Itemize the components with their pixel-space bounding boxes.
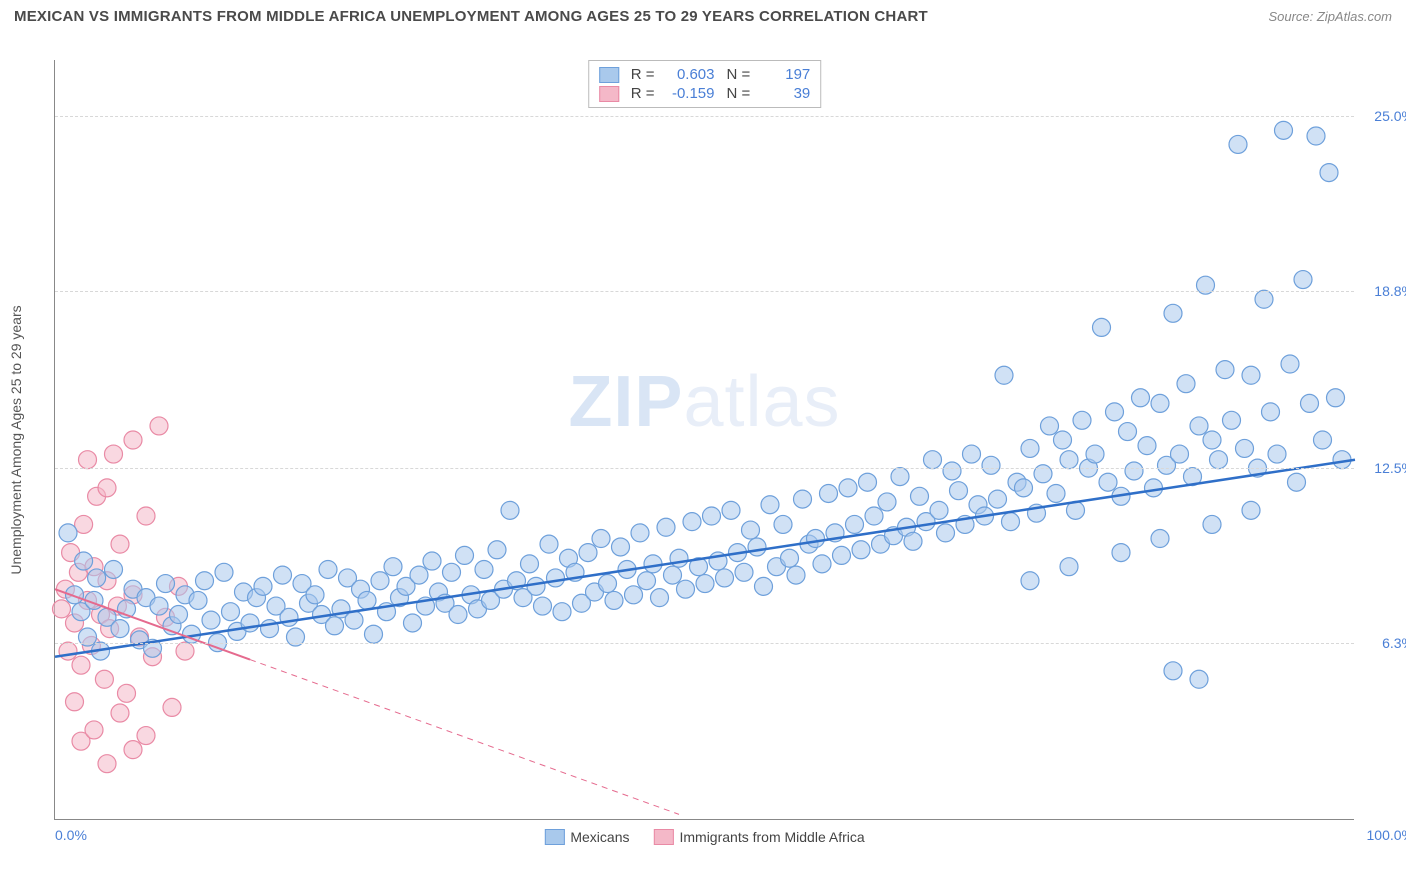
chart-title: MEXICAN VS IMMIGRANTS FROM MIDDLE AFRICA… bbox=[14, 8, 928, 25]
n-value-1: 39 bbox=[758, 85, 810, 102]
chart-header: MEXICAN VS IMMIGRANTS FROM MIDDLE AFRICA… bbox=[0, 0, 1406, 31]
gridline bbox=[55, 291, 1354, 292]
n-label-1: N = bbox=[727, 85, 751, 102]
y-tick-label: 18.8% bbox=[1374, 283, 1406, 299]
r-value-1: -0.159 bbox=[663, 85, 715, 102]
chart-source: Source: ZipAtlas.com bbox=[1268, 9, 1392, 24]
correlation-legend: R = 0.603 N = 197 R = -0.159 N = 39 bbox=[588, 60, 822, 108]
legend-swatch-0 bbox=[544, 829, 564, 845]
gridline bbox=[55, 643, 1354, 644]
r-label-0: R = bbox=[631, 66, 655, 83]
swatch-series-1 bbox=[599, 86, 619, 102]
legend-label-0: Mexicans bbox=[570, 829, 629, 845]
legend-item-series-0: Mexicans bbox=[544, 829, 629, 845]
legend-row-series-0: R = 0.603 N = 197 bbox=[599, 65, 811, 84]
legend-label-1: Immigrants from Middle Africa bbox=[679, 829, 864, 845]
plot-svg bbox=[55, 60, 1354, 819]
legend-swatch-1 bbox=[653, 829, 673, 845]
x-tick-max: 100.0% bbox=[1367, 827, 1406, 843]
r-label-1: R = bbox=[631, 85, 655, 102]
y-tick-label: 12.5% bbox=[1374, 460, 1406, 476]
y-tick-label: 25.0% bbox=[1374, 108, 1406, 124]
y-axis-label: Unemployment Among Ages 25 to 29 years bbox=[8, 305, 24, 574]
swatch-series-0 bbox=[599, 67, 619, 83]
gridline bbox=[55, 468, 1354, 469]
chart-area: Unemployment Among Ages 25 to 29 years Z… bbox=[34, 40, 1384, 840]
legend-item-series-1: Immigrants from Middle Africa bbox=[653, 829, 864, 845]
n-value-0: 197 bbox=[758, 66, 810, 83]
y-tick-label: 6.3% bbox=[1382, 635, 1406, 651]
gridline bbox=[55, 116, 1354, 117]
x-tick-min: 0.0% bbox=[55, 827, 87, 843]
legend-row-series-1: R = -0.159 N = 39 bbox=[599, 84, 811, 103]
n-label-0: N = bbox=[727, 66, 751, 83]
plot-region: ZIPatlas R = 0.603 N = 197 R = -0.159 N … bbox=[54, 60, 1354, 820]
r-value-0: 0.603 bbox=[663, 66, 715, 83]
series-legend: Mexicans Immigrants from Middle Africa bbox=[544, 829, 864, 845]
